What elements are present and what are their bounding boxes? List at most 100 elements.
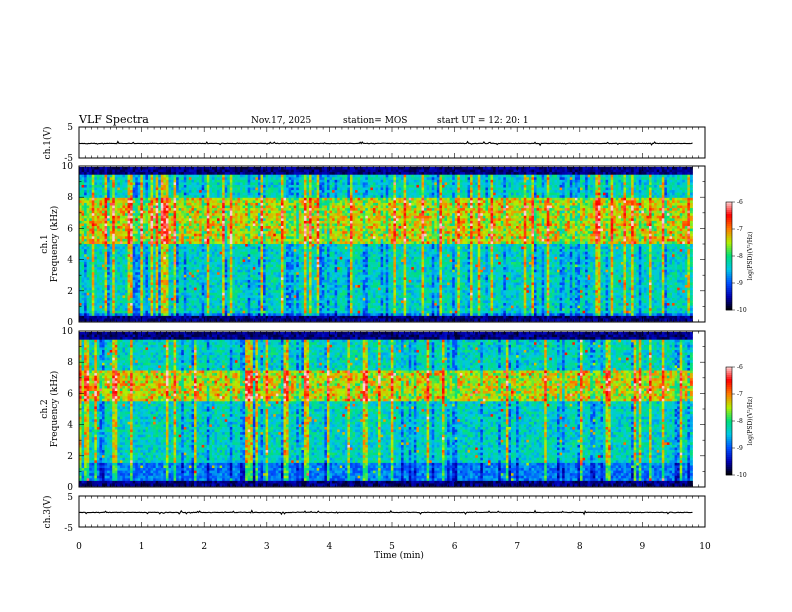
spectrogram-cell [240,283,243,286]
spectrogram-cell [145,303,148,306]
spectrogram-cell [278,318,281,321]
spectrogram-cell [232,193,235,196]
spectrogram-cell [225,223,228,226]
spectrogram-cell [112,167,115,170]
spectrogram-cell [174,318,177,321]
spectrogram-cell [102,182,105,185]
spectrogram-cell [184,200,187,203]
spectrogram-cell [161,275,164,278]
spectrogram-cell [158,206,161,209]
spectrogram-cell [148,280,151,283]
spectrogram-cell [197,200,200,203]
spectrogram-cell [217,188,220,191]
spectrogram-cell [151,288,154,291]
spectrogram-cell [181,172,184,175]
spectrogram-cell [266,180,269,183]
spectrogram-cell [250,316,253,319]
spectrogram-cell [112,308,115,311]
spectrogram-cell [158,306,161,309]
spectrogram-cell [271,308,274,311]
spectrogram-cell [217,206,220,209]
spectrogram-cell [135,311,138,314]
spectrogram-cell [214,247,217,250]
spectrogram-cell [268,300,271,303]
spectrogram-cell [163,252,166,255]
spectrogram-cell [235,177,238,180]
spectrogram-cell [135,226,138,229]
spectrogram-cell [232,241,235,244]
spectrogram-cell [212,262,215,265]
spectrogram-cell [209,313,212,316]
spectrogram-cell [110,306,113,309]
spectrogram-cell [281,303,284,306]
spectrogram-cell [227,193,230,196]
spectrogram-cell [161,277,164,280]
spectrogram-cell [209,285,212,288]
spectrogram-cell [161,259,164,262]
spectrogram-cell [237,267,240,270]
spectrogram-cell [115,244,118,247]
spectrogram-cell [174,213,177,216]
spectrogram-cell [204,223,207,226]
spectrogram-cell [99,208,102,211]
spectrogram-cell [189,280,192,283]
spectrogram-cell [191,236,194,239]
spectrogram-cell [130,252,133,255]
spectrogram-cell [232,280,235,283]
spectrogram-cell [92,316,95,319]
spectrogram-cell [158,193,161,196]
spectrogram-cell [273,257,276,260]
spectrogram-cell [87,306,90,309]
spectrogram-cell [82,308,85,311]
spectrogram-cell [199,234,202,237]
spectrogram-cell [278,180,281,183]
spectrogram-cell [102,241,105,244]
spectrogram-cell [189,313,192,316]
spectrogram-cell [94,216,97,219]
spectrogram-cell [138,211,141,214]
spectrogram-cell [232,221,235,224]
spectrogram-cell [153,190,156,193]
spectrogram-cell [225,290,228,293]
spectrogram-cell [194,211,197,214]
spectrogram-cell [110,208,113,211]
spectrogram-cell [161,188,164,191]
spectrogram-cell [222,188,225,191]
spectrogram-cell [117,300,120,303]
spectrogram-cell [184,170,187,173]
spectrogram-cell [102,290,105,293]
spectrogram-cell [266,218,269,221]
spectrogram-cell [289,257,292,260]
spectrogram-cell [125,247,128,250]
spectrogram-cell [112,239,115,242]
spectrogram-cell [232,231,235,234]
spectrogram-cell [207,203,210,206]
spectrogram-cell [94,234,97,237]
spectrogram-cell [245,223,248,226]
spectrogram-cell [202,203,205,206]
spectrogram-cell [240,198,243,201]
spectrogram-cell [230,288,233,291]
spectrogram-cell [240,267,243,270]
spectrogram-cell [214,208,217,211]
spectrogram-cell [94,298,97,301]
spectrogram-cell [92,216,95,219]
spectrogram-cell [199,229,202,232]
spectrogram-cell [115,200,118,203]
spectrogram-cell [289,193,292,196]
spectrogram-cell [82,316,85,319]
spectrogram-cell [115,223,118,226]
spectrogram-cell [266,190,269,193]
spectrogram-cell [245,275,248,278]
spectrogram-cell [225,203,228,206]
spectrogram-cell [245,206,248,209]
spectrogram-cell [212,198,215,201]
spectrogram-cell [220,244,223,247]
spectrogram-cell [260,272,263,275]
spectrogram-cell [271,193,274,196]
spectrogram-cell [266,216,269,219]
spectrogram-cell [125,198,128,201]
spectrogram-cell [199,252,202,255]
spectrogram-cell [151,203,154,206]
spectrogram-cell [240,249,243,252]
